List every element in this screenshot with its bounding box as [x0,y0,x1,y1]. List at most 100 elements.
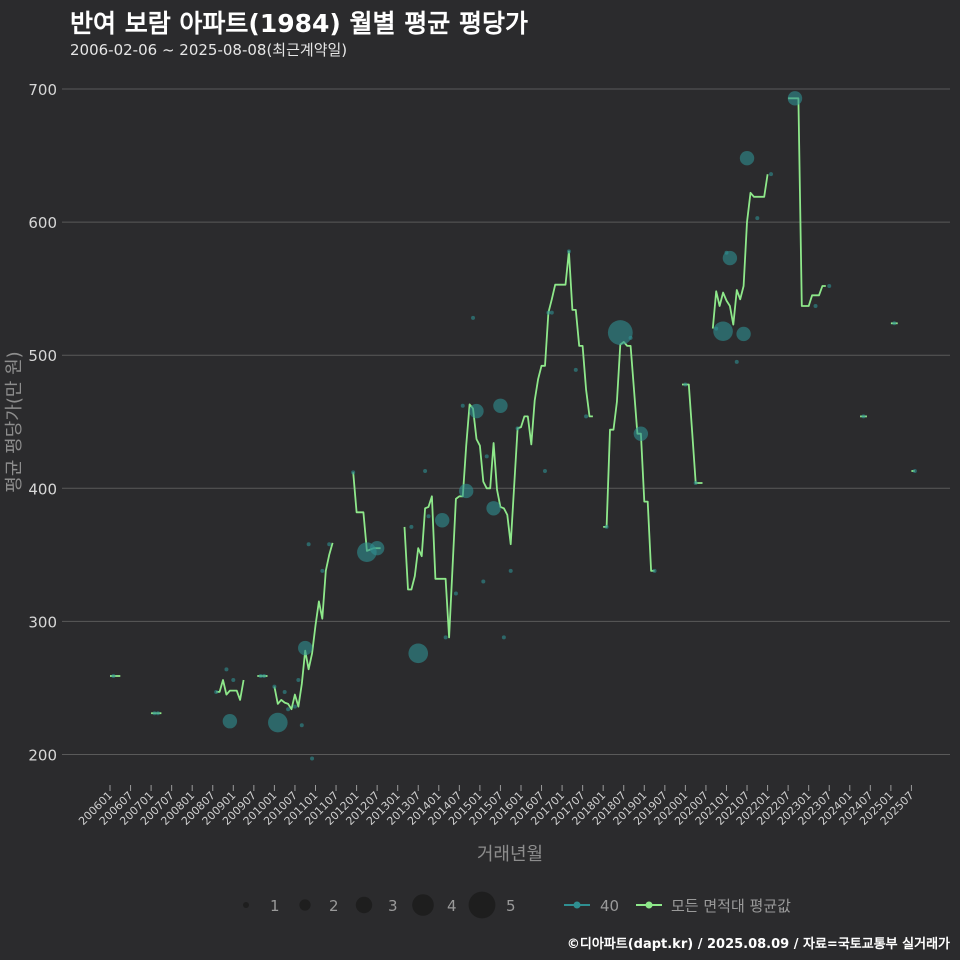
series-40-point [542,468,547,473]
series-40-point [546,310,551,315]
legend: 1 2 3 4 5 40 모든 면적대 평균값 [243,891,791,919]
average-line-segment [403,250,593,639]
series-40-point [484,454,489,459]
average-line-segment [788,97,826,307]
series-40-point [423,468,428,473]
y-tick-label: 600 [28,214,57,232]
average-line-segment [682,383,703,484]
series-40-point [486,501,501,516]
series-40-point [262,673,267,678]
series-40-point [827,283,832,288]
legend-size-swatch [355,896,373,914]
average-line-segment [352,472,381,552]
series-40-point [152,711,157,716]
series-40-point [282,689,287,694]
series-40-point [224,667,229,672]
series-40-point [471,315,476,320]
series-40-points-layer [111,91,917,761]
series-40-point [408,643,429,664]
y-tick-label: 300 [28,613,57,631]
average-line-segment [216,679,245,701]
footer-credit: ©디아파트(dapt.kr) / 2025.08.09 / 자료=국토교통부 실… [566,937,950,952]
series-40-point [604,524,609,529]
series-40-point [458,483,474,499]
series-40-point [469,403,484,419]
series-40-point [813,303,818,308]
series-40-point [739,151,755,166]
legend-series-40-label: 40 [600,897,619,915]
legend-size-swatch [468,891,496,919]
series-40-point [222,714,238,729]
series-40-point [214,689,219,694]
series-40-point [501,635,506,640]
series-40-point [736,326,751,342]
series-40-point [892,321,897,326]
series-40-point [155,711,160,716]
series-40-point [327,542,332,547]
series-40-point [652,568,657,573]
series-40-point [231,677,236,682]
x-axis-title: 거래년월 [477,844,543,865]
legend-size-label: 1 [270,897,280,915]
grid-layer [62,88,950,755]
chart-subtitle: 2006-02-06 ~ 2025-08-08(최근계약일) [70,41,348,59]
series-40-point [912,468,917,473]
series-40-point [787,91,803,106]
y-tick-label: 700 [28,81,57,99]
legend-size-swatch [412,894,434,916]
series-40-point [713,321,733,342]
y-tick-label: 500 [28,347,57,365]
y-tick-label: 400 [28,480,57,498]
legend-series-40-dot [573,901,581,909]
series-40-point [493,398,508,413]
y-tick-label: 200 [28,747,57,765]
series-40-point [296,677,301,682]
series-40-point [549,310,554,315]
series-40-point [258,673,263,678]
series-40-point [481,579,486,584]
series-40-point [409,524,414,529]
y-axis-ticks: 200 300 400 500 600 700 [28,81,57,765]
legend-size-label: 5 [506,897,516,915]
x-axis-ticks: 2006012006072007012007072008012008072009… [76,785,917,828]
series-40-point [460,403,465,408]
legend-size-label: 3 [388,897,398,915]
series-40-point [861,414,866,419]
series-40-point [607,320,633,345]
series-40-point [734,359,739,364]
series-40-point [453,591,458,596]
series-40-point [111,673,116,678]
series-40-point [573,367,578,372]
series-40-point [426,514,431,519]
series-40-point [310,756,315,761]
average-line-segment [711,174,769,329]
series-40-point [286,707,291,712]
series-40-point [320,568,325,573]
series-40-point [633,426,649,441]
legend-size-swatch [299,899,311,911]
series-40-point [298,640,313,656]
legend-average-label: 모든 면적대 평균값 [671,897,791,915]
series-40-point [299,723,304,728]
series-40-point [306,542,311,547]
series-40-point [369,540,385,556]
legend-size-label: 2 [329,897,339,915]
legend-average-dot [645,901,653,909]
legend-size-label: 4 [447,897,457,915]
series-40-point [566,249,571,254]
series-40-point [683,382,688,387]
series-40-point [508,568,513,573]
series-40-point [435,513,450,528]
y-axis-title: 평균 평당가(만 원) [4,351,25,492]
series-40-point [268,712,288,733]
series-40-point [693,480,698,485]
chart-title: 반여 보람 아파트(1984) 월별 평균 평당가 [70,9,528,38]
series-40-point [351,470,356,475]
series-40-point [769,172,774,177]
average-line-segment [603,341,655,572]
series-40-point [515,426,520,431]
series-40-point [272,684,277,689]
series-40-point [755,216,760,221]
legend-size-swatch [243,902,249,908]
